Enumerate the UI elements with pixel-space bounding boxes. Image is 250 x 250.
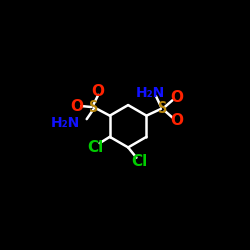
Text: Cl: Cl (88, 140, 104, 155)
Text: Cl: Cl (132, 154, 148, 169)
Text: H₂N: H₂N (51, 116, 80, 130)
Text: S: S (89, 100, 98, 114)
Text: H₂N: H₂N (136, 86, 165, 100)
Text: O: O (70, 98, 83, 114)
Text: O: O (170, 113, 183, 128)
Text: O: O (170, 90, 183, 105)
Text: O: O (92, 84, 105, 98)
Text: S: S (158, 102, 168, 116)
